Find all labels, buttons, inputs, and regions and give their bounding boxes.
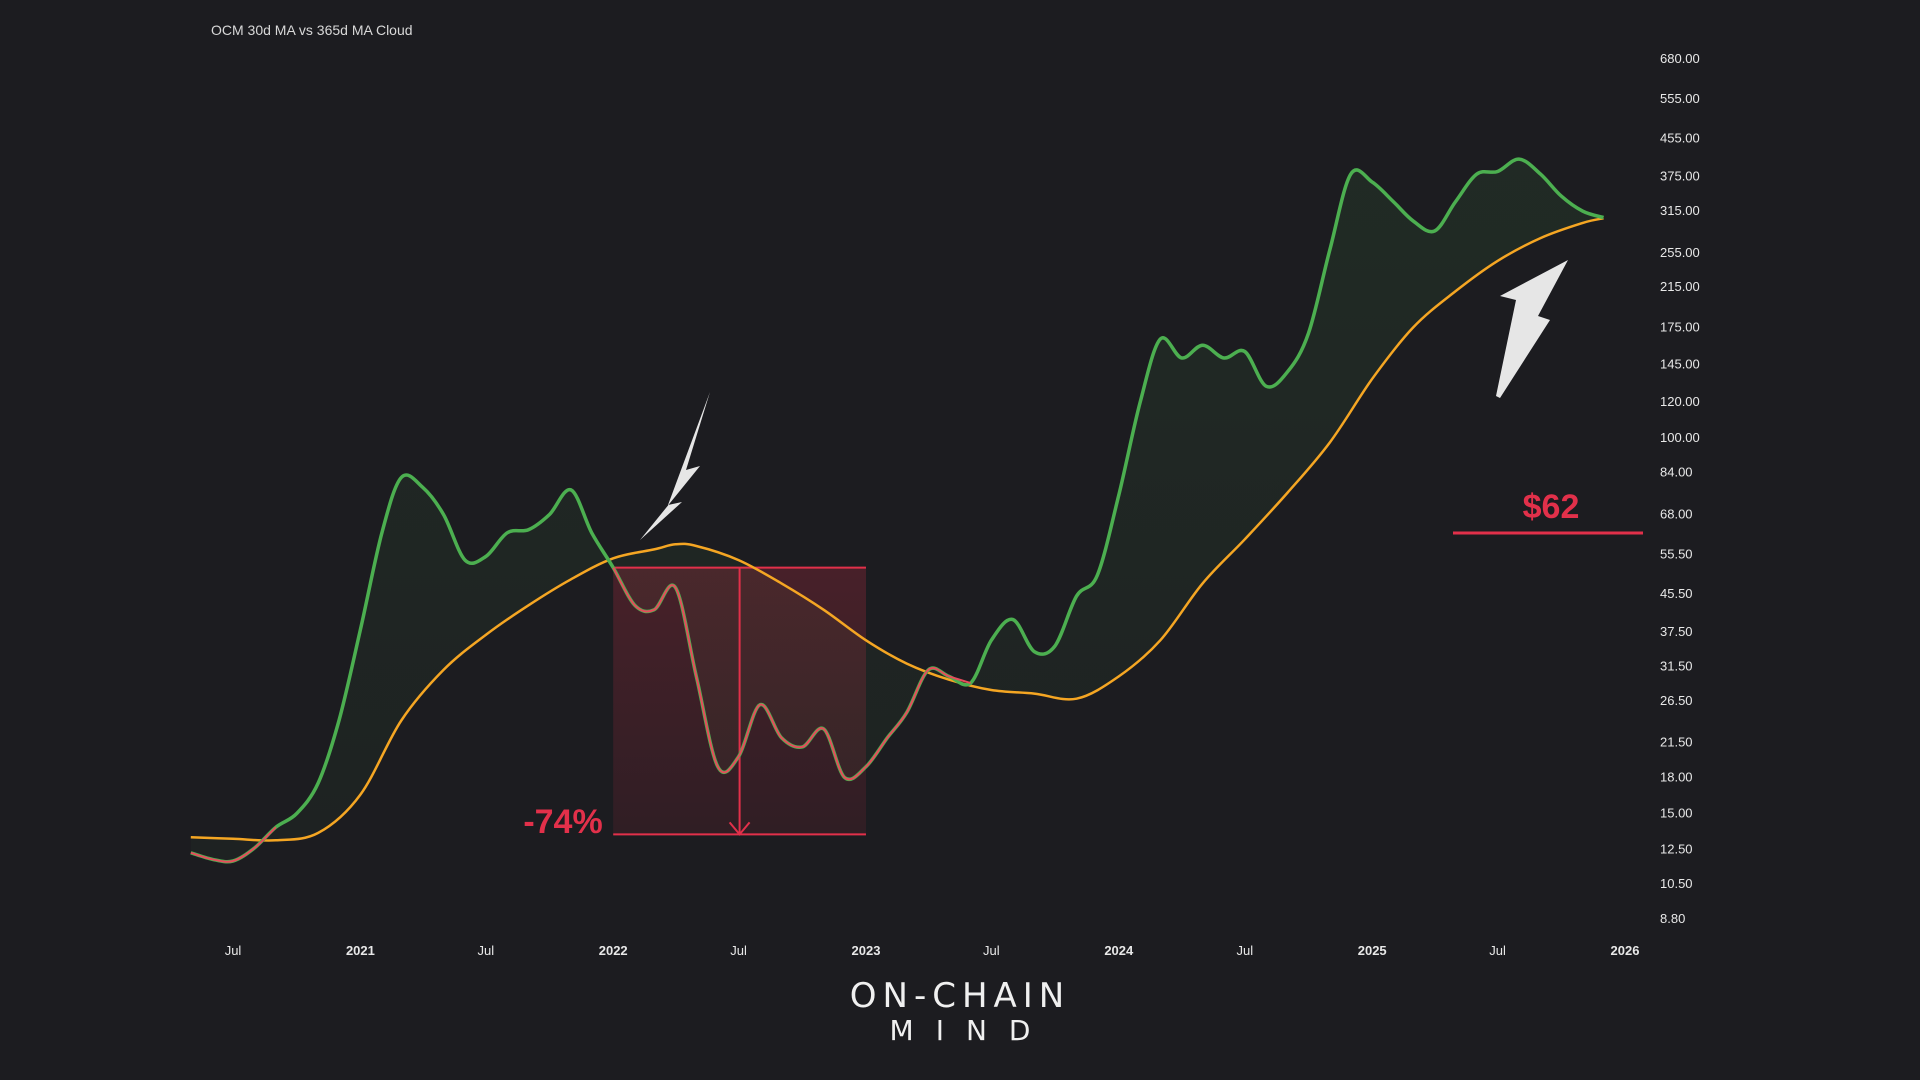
y-tick-label: 100.00 [1660, 430, 1700, 445]
y-tick-label: 215.00 [1660, 279, 1700, 294]
series-ma30 [190, 157, 1605, 864]
y-tick-label: 68.00 [1660, 507, 1693, 522]
y-tick-label: 18.00 [1660, 769, 1693, 784]
x-tick-label: 2021 [346, 943, 375, 958]
price-level-label: $62 [1523, 488, 1580, 526]
x-tick-label: 2023 [852, 943, 881, 958]
x-tick-label: 2022 [599, 943, 628, 958]
y-tick-label: 120.00 [1660, 394, 1700, 409]
y-tick-label: 375.00 [1660, 169, 1700, 184]
drawdown-label: -74% [523, 803, 602, 841]
y-tick-label: 145.00 [1660, 357, 1700, 372]
chart-title: OCM 30d MA vs 365d MA Cloud [211, 22, 413, 38]
x-tick-label: 2024 [1104, 943, 1134, 958]
x-tick-label: Jul [1489, 943, 1506, 958]
drawdown-box [613, 566, 866, 836]
y-tick-label: 84.00 [1660, 465, 1693, 480]
y-tick-label: 26.50 [1660, 693, 1693, 708]
brand-logo-line2: MIND [889, 1014, 1053, 1047]
ma-cloud-fill [190, 159, 1604, 862]
y-tick-label: 175.00 [1660, 320, 1700, 335]
y-tick-label: 55.50 [1660, 547, 1693, 562]
brand-logo-line1: ON-CHAIN [849, 976, 1071, 1016]
cloud-area [190, 159, 1604, 862]
drawdown-arrow-head [728, 821, 751, 836]
arrow-current-cross [1496, 260, 1568, 398]
x-axis: Jul 2021 Jul 2022 Jul 2023 Jul 2024 Jul 2025 Jul 20… [225, 943, 1640, 958]
y-tick-label: 680.00 [1660, 51, 1700, 66]
series-ma365 [190, 217, 1604, 842]
x-tick-label: Jul [983, 943, 1000, 958]
y-tick-label: 15.00 [1660, 806, 1693, 821]
y-tick-label: 45.50 [1660, 586, 1693, 601]
y-tick-label: 21.50 [1660, 734, 1693, 749]
ma30-line-below-early [190, 826, 277, 863]
x-tick-label: Jul [477, 943, 494, 958]
x-tick-label: Jul [730, 943, 747, 958]
y-tick-label: 255.00 [1660, 245, 1700, 260]
y-tick-label: 315.00 [1660, 203, 1700, 218]
y-tick-label: 455.00 [1660, 131, 1700, 146]
x-tick-label: 2026 [1611, 943, 1640, 958]
ma365-line [190, 217, 1604, 842]
y-tick-label: 12.50 [1660, 842, 1693, 857]
y-tick-label: 555.00 [1660, 91, 1700, 106]
ma30-line-below [612, 567, 971, 781]
y-tick-label: 10.50 [1660, 876, 1693, 891]
y-tick-label: 8.80 [1660, 911, 1685, 926]
y-tick-label: 37.50 [1660, 624, 1693, 639]
arrow-bearish-cross [640, 392, 710, 540]
x-tick-label: Jul [225, 943, 242, 958]
y-axis: 8.80 10.50 12.50 15.00 18.00 21.50 26.50 31.50 3… [1660, 51, 1700, 926]
x-tick-label: Jul [1236, 943, 1253, 958]
annotation-arrows [640, 260, 1568, 540]
x-tick-label: 2025 [1358, 943, 1387, 958]
y-tick-label: 31.50 [1660, 659, 1693, 674]
